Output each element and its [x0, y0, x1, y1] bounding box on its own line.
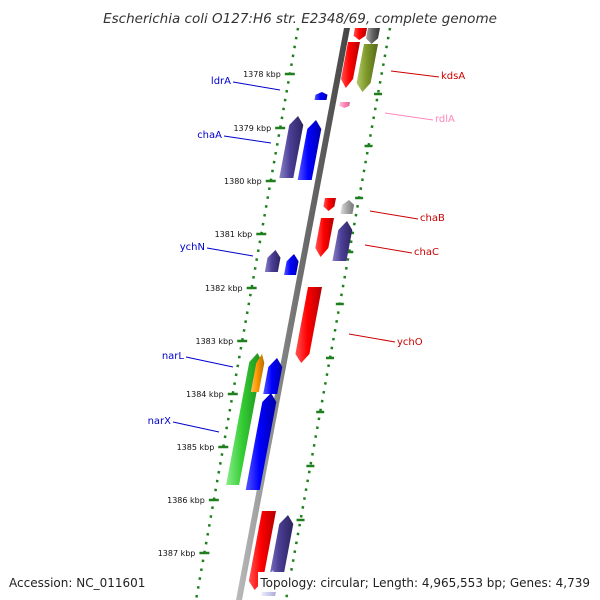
gene-kdsa: [356, 44, 378, 92]
scale-tick-label: 1381 kbp: [215, 230, 253, 239]
gene-label-ychO: ychO: [397, 337, 423, 348]
gene-narx: [245, 393, 277, 490]
gene-top-gray: [366, 28, 380, 44]
gene-chac: [315, 218, 334, 257]
scale-tick: 1379 kbp: [233, 124, 286, 133]
gene-ldra: [314, 92, 328, 100]
genome-title: Escherichia coli O127:H6 str. E2348/69, …: [103, 11, 497, 27]
scale-tick-label: 1384 kbp: [186, 390, 224, 399]
gene-leader-line: [172, 421, 220, 433]
gene-label-rdlA: rdlA: [435, 114, 455, 125]
right-dotted-guide: [284, 27, 392, 600]
footer-left-bg: [6, 572, 148, 592]
scale-tick: 1380 kbp: [224, 177, 276, 186]
gene-leader-line: [390, 70, 440, 78]
scale-tick: 1384 kbp: [186, 390, 238, 399]
gene-label-kdsA: kdsA: [441, 71, 465, 82]
gene-narl: [263, 358, 283, 394]
gene-chaa: [297, 120, 322, 180]
genome-summary-text: Topology: circular; Length: 4,965,553 bp…: [259, 576, 590, 590]
scale-tick-label: 1385 kbp: [177, 443, 215, 452]
gene-label-narL: narL: [162, 351, 185, 362]
scale-tick-label: 1387 kbp: [158, 549, 196, 558]
gene-chab: [323, 198, 336, 211]
gene-label-chaB: chaB: [420, 213, 445, 224]
scale-tick: 1383 kbp: [195, 337, 248, 346]
tick-layer: 1378 kbp 1379 kbp 1380 kbp 1381 kbp 1382 kbp…: [158, 70, 383, 558]
accession-text: Accession: NC_011601: [9, 576, 145, 590]
gene-leader-line: [206, 247, 254, 257]
gene-bottom-red: [248, 511, 276, 590]
scale-tick-label: 1379 kbp: [233, 124, 271, 133]
left-dotted-guide: [194, 27, 300, 600]
scale-tick-label: 1382 kbp: [205, 284, 243, 293]
scale-tick-label: 1378 kbp: [243, 70, 281, 79]
scale-tick: 1382 kbp: [205, 284, 257, 293]
gene-leader-line: [364, 244, 413, 254]
gene-top-red-small: [353, 28, 367, 40]
gene-leader-line: [232, 81, 281, 91]
gene-chaa-neighbor: [279, 116, 304, 178]
gene-rdla: [339, 102, 350, 108]
gene-leader-line: [369, 210, 419, 220]
scale-tick: 1385 kbp: [177, 443, 229, 452]
scale-tick: 1387 kbp: [158, 549, 210, 558]
label-layer: ldrA chaA ychN narL narX kdsA rdlA chaB chaC ychO: [148, 70, 465, 433]
gene-ychn-neighbor: [264, 250, 281, 272]
scale-tick: 1378 kbp: [243, 70, 295, 79]
gene-narl-orange: [250, 354, 265, 392]
gene-leader-line: [348, 333, 396, 343]
gene-label-ychN: ychN: [180, 242, 205, 253]
scale-tick-label: 1380 kbp: [224, 177, 262, 186]
gene-label-chaC: chaC: [414, 247, 439, 258]
gene-label-chaA: chaA: [197, 130, 222, 141]
gene-label-ldrA: ldrA: [211, 76, 231, 87]
gene-ycho: [295, 287, 322, 363]
gene-leader-line: [223, 135, 272, 144]
gene-kdsa-neighbor: [341, 42, 360, 88]
scale-tick: 1381 kbp: [215, 230, 267, 239]
footer-right-bg: [258, 572, 594, 592]
gene-leader-line: [185, 356, 234, 368]
gene-chab-neighbor: [340, 200, 355, 214]
scale-tick-label: 1386 kbp: [167, 496, 205, 505]
gene-chac-neighbor: [332, 221, 353, 261]
gene-label-narX: narX: [148, 416, 172, 427]
gene-ychn: [284, 254, 299, 275]
scale-tick: 1386 kbp: [167, 496, 219, 505]
genome-axis: [236, 28, 350, 600]
gene-layer: [226, 28, 380, 596]
gene-leader-line: [384, 112, 434, 121]
scale-tick-label: 1383 kbp: [195, 337, 233, 346]
